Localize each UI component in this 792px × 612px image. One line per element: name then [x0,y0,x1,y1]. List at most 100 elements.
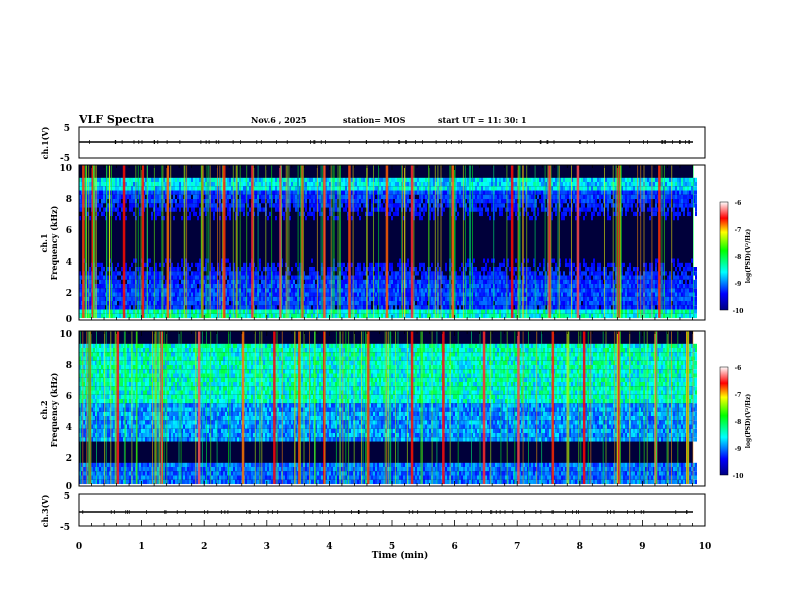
spectrogram-cell [171,279,173,285]
spectrogram-cell [395,301,397,306]
spectrogram-cell [193,190,195,195]
spectrogram-cell [97,296,99,302]
spectrogram-cell [467,186,469,191]
spectrogram-cell [211,199,213,204]
spectrogram-cell [291,313,293,319]
spectrogram-cell [211,284,213,289]
spectrogram-cell [345,199,347,204]
spectrogram-cell [283,194,285,200]
spectrogram-cell [359,305,361,310]
spectrogram-cell [475,313,477,319]
spectrogram-cell [277,284,279,289]
spectrogram-cell [439,182,441,187]
spectrogram-cell [243,262,245,268]
spectrogram-cell [371,182,373,187]
spectrogram-cell [553,194,555,200]
spectrogram-cell [199,275,201,280]
spectrogram-cell [455,284,457,289]
spectrogram-cell [531,292,533,297]
spectrogram-cell [405,279,407,285]
spectrogram-cell [477,199,479,204]
spectrogram-cell [361,305,363,310]
spectrogram-cell [473,313,475,319]
spectrogram-cell [513,271,515,276]
spectrogram-cell [243,292,245,297]
spectrogram-cell [87,271,89,276]
spectrogram-cell [199,271,201,276]
spectrogram-cell [225,190,227,195]
spectrogram-cell [317,275,319,280]
spectrogram-cell [569,207,571,212]
spectrogram-cell [121,292,123,297]
spectrogram-cell [375,313,377,319]
spectrogram-cell [467,301,469,306]
spectrogram-cell [81,301,83,306]
spectrogram-cell [179,313,181,319]
spectrogram-cell [563,301,565,306]
spectrogram-cell [347,186,349,191]
spectrogram-cell [417,211,419,217]
ch1-waveform-ylabel: ch.1(V) [40,126,50,159]
spectrogram-cell [115,313,117,319]
spectrogram-cell [507,284,509,289]
spectrogram-cell [101,296,103,302]
spectrogram-cell [165,194,167,200]
spectrogram-cell [399,190,401,195]
spectrogram-cell [133,292,135,297]
spectrogram-cell [321,262,323,268]
spectrogram-cell [501,292,503,297]
spectrogram-cell [343,194,345,200]
spectrogram-cell [371,262,373,268]
spectrogram-cell [503,288,505,293]
spectrogram-cell [233,309,235,314]
spectrogram-cell [355,301,357,306]
spectrogram-cell [435,279,437,285]
spectrogram-cell [371,275,373,280]
spectrogram-cell [185,296,187,302]
spectrogram-cell [187,182,189,187]
spectrogram-cell [345,177,347,183]
spectrogram-cell [395,190,397,195]
spectrogram-cell [477,186,479,191]
spectrogram-cell [199,199,201,204]
spectrogram-cell [521,186,523,191]
spectrogram-cell [169,313,171,319]
spectrogram-cell [203,207,205,212]
spectrogram-cell [199,262,201,268]
spectrogram-cell [441,186,443,191]
spectrogram-cell [267,271,269,276]
spectrogram-cell [245,262,247,268]
spectrogram-cell [463,182,465,187]
spectrogram-cell [563,194,565,200]
spectrogram-cell [171,199,173,204]
spectrogram-cell [419,288,421,293]
spectrogram-cell [445,182,447,187]
spectrogram-cell [395,275,397,280]
spectrogram-cell [537,186,539,191]
spectrogram-cell [429,313,431,319]
spectrogram-cell [421,190,423,195]
spectrogram-cell [313,182,315,187]
spectrogram-cell [155,190,157,195]
spectrogram-cell [121,275,123,280]
spectrogram-cell [439,177,441,183]
spectrogram-cell [435,284,437,289]
spectrogram-cell [481,292,483,297]
spectrogram-cell [229,177,231,183]
spectrogram-cell [273,194,275,200]
spectrogram-cell [207,258,209,263]
spectrogram-cell [221,207,223,212]
spectrogram-cell [195,194,197,200]
spectrogram-cell [475,305,477,310]
spectrogram-cell [551,288,553,293]
spectrogram-cell [415,177,417,183]
spectrogram-cell [315,284,317,289]
spectrogram-cell [495,267,497,272]
spectrogram-cell [179,194,181,200]
spectrogram-cell [211,275,213,280]
spectrogram-cell [529,275,531,280]
spectrogram-cell [529,292,531,297]
spectrogram-cell [529,288,531,293]
spectrogram-cell [315,186,317,191]
spectrogram-cell [119,313,121,319]
